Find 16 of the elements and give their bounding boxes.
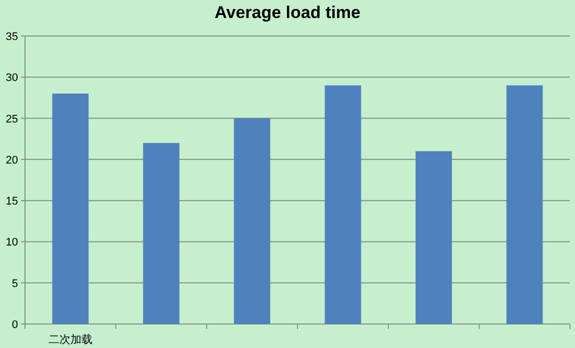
y-tick-label: 30: [6, 72, 18, 84]
chart-title: Average load time: [214, 3, 360, 22]
bar: [416, 151, 452, 324]
y-tick-label: 5: [12, 278, 18, 290]
bar: [506, 85, 543, 324]
bar: [143, 142, 180, 324]
x-tick-label: 二次加载: [48, 333, 92, 346]
y-tick-label: 35: [6, 31, 18, 43]
y-tick-label: 20: [6, 154, 18, 166]
bar: [52, 94, 89, 324]
bar: [324, 85, 362, 324]
y-tick-label: 15: [6, 196, 18, 208]
y-tick-label: 25: [6, 113, 18, 126]
y-tick-label: 0: [12, 319, 18, 331]
bar: [234, 118, 270, 324]
y-tick-label: 10: [6, 236, 18, 249]
